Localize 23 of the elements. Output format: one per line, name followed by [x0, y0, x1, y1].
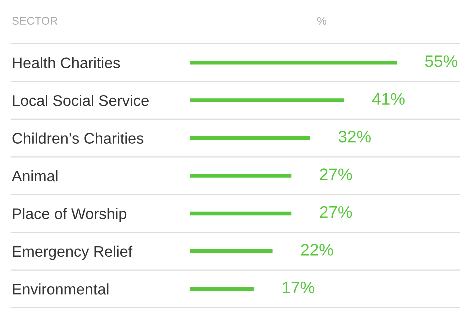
- y-tick-label: Environmental: [13, 284, 109, 295]
- data-label: 32%: [338, 130, 371, 143]
- bar: [190, 287, 254, 292]
- bar: [190, 98, 344, 102]
- data-label: 17%: [283, 282, 315, 294]
- bar: [190, 174, 292, 178]
- data-label: 27%: [320, 206, 352, 218]
- bar: [190, 136, 310, 140]
- data-label: 27%: [320, 168, 352, 180]
- y-axis-title: SECTOR: [12, 17, 58, 25]
- bar: [190, 60, 397, 65]
- y-tick-label: Local Social Service: [13, 95, 149, 106]
- y-tick-label: Place of Worship: [13, 208, 127, 222]
- data-label: 55%: [425, 56, 458, 68]
- data-label: 22%: [301, 244, 334, 256]
- x-axis-title: %: [317, 17, 327, 25]
- y-tick-label: Emergency Relief: [13, 246, 133, 260]
- bar: [190, 212, 292, 216]
- y-tick-label: Animal: [12, 170, 58, 182]
- bar: [190, 250, 273, 254]
- y-tick-label: Health Charities: [13, 57, 120, 69]
- y-tick-label: Children’s Charities: [12, 132, 144, 144]
- data-label: 41%: [372, 93, 405, 105]
